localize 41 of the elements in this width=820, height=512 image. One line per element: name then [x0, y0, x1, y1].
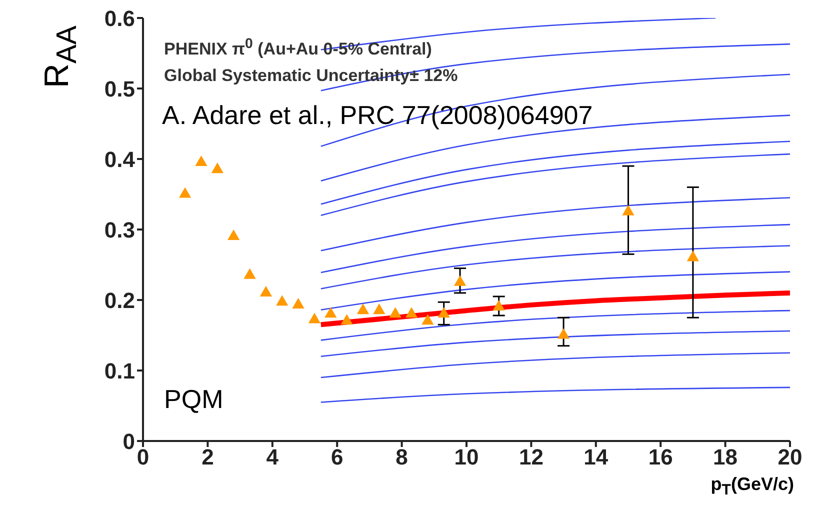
point — [211, 162, 224, 174]
x-tick-label: 2 — [202, 444, 214, 470]
point — [324, 307, 337, 318]
y-tick-label: 0.3 — [104, 217, 135, 242]
point — [686, 250, 700, 262]
y-tick-label: 0.2 — [104, 288, 135, 313]
annotation: PQM — [164, 384, 224, 415]
point — [373, 304, 386, 314]
x-tick-label: 18 — [713, 444, 738, 470]
point — [244, 268, 256, 279]
x-axis-title: p$_{T}$(GeV/c) — [710, 474, 794, 499]
x-tick-label: 12 — [518, 444, 544, 470]
point — [356, 304, 370, 314]
point — [308, 312, 321, 324]
point — [422, 314, 434, 325]
x-tick-label: 14 — [584, 444, 609, 470]
point — [389, 307, 402, 318]
point — [492, 300, 505, 311]
point — [557, 328, 570, 339]
point — [340, 314, 353, 325]
point — [276, 295, 288, 306]
point — [292, 298, 304, 308]
point — [228, 230, 240, 240]
point — [195, 156, 208, 166]
point — [260, 286, 272, 296]
y-tick-label: 0.4 — [104, 146, 136, 172]
point — [454, 275, 466, 286]
point — [178, 187, 192, 198]
point — [438, 307, 450, 318]
x-tick-label: 4 — [266, 444, 280, 470]
y-tick-label: 0.5 — [104, 76, 135, 102]
x-tick-label: 10 — [454, 444, 479, 470]
point — [405, 307, 418, 318]
x-tick-label: 6 — [330, 444, 344, 470]
y-tick-label: 0.6 — [104, 6, 135, 31]
y-tick-label: 0.1 — [104, 358, 135, 384]
x-tick-label: 16 — [648, 444, 673, 470]
x-tick-label: 8 — [396, 444, 408, 470]
point — [622, 204, 634, 216]
x-tick-label: 20 — [778, 444, 802, 470]
y-tick-label: 0 — [122, 428, 135, 454]
